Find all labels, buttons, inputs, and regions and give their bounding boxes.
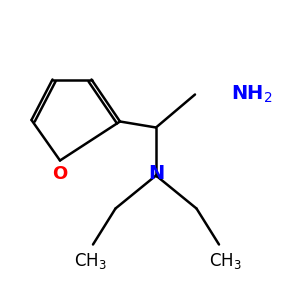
Text: CH$_3$: CH$_3$ [74,251,106,271]
Text: NH$_2$: NH$_2$ [231,84,273,105]
Text: N: N [148,164,164,183]
Text: CH$_3$: CH$_3$ [208,251,242,271]
Text: O: O [52,165,68,183]
